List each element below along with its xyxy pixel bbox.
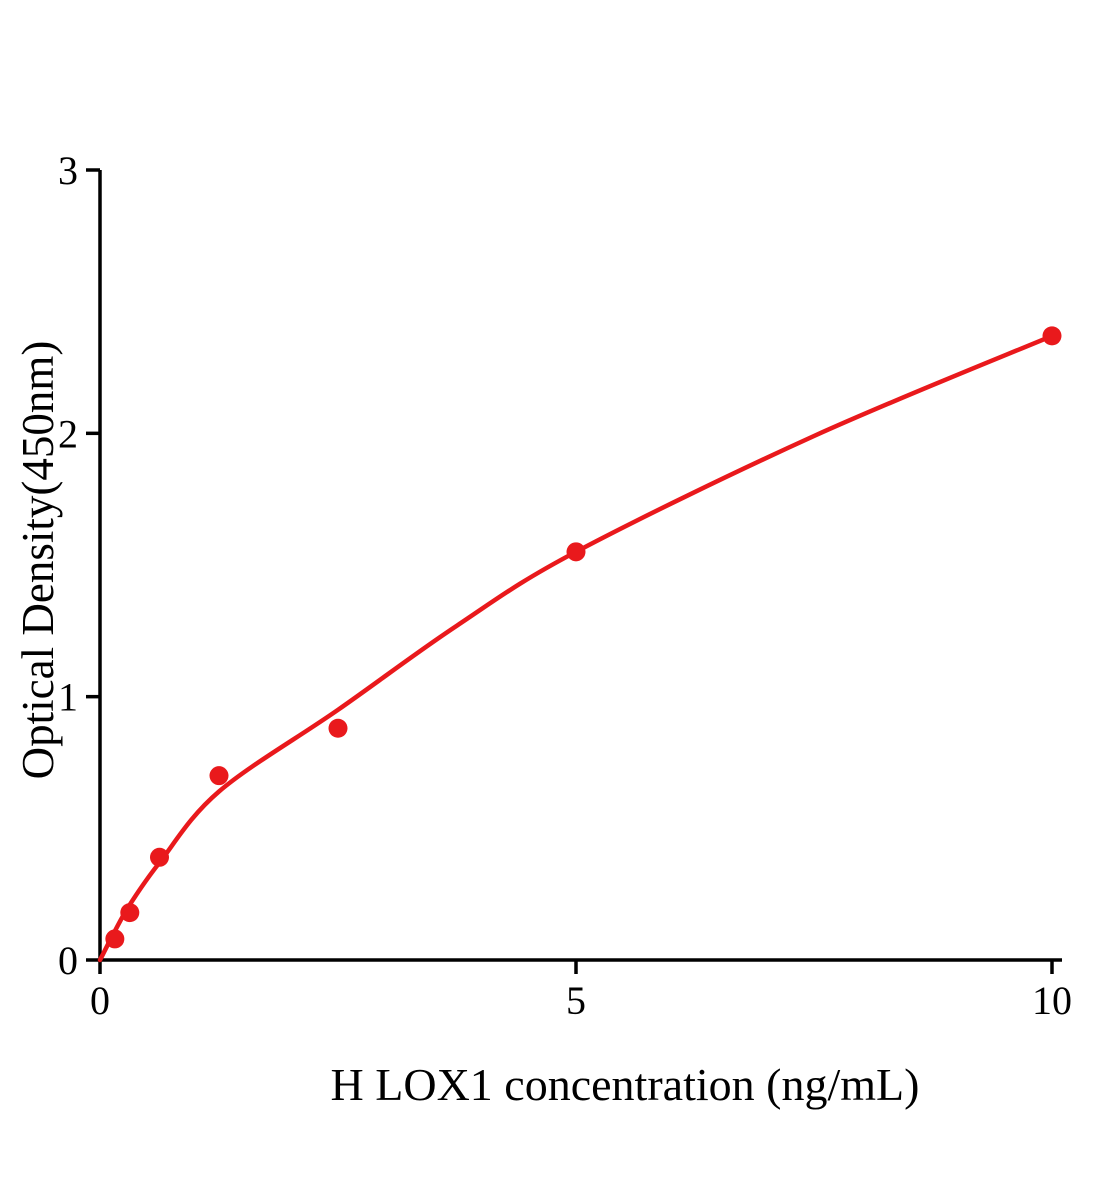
data-point bbox=[1042, 326, 1062, 346]
data-point bbox=[328, 718, 348, 738]
data-point bbox=[566, 542, 586, 562]
fit-curve-line bbox=[97, 333, 1055, 963]
y-tick-label: 0 bbox=[58, 938, 78, 983]
x-axis-title: H LOX1 concentration (ng/mL) bbox=[330, 1059, 920, 1110]
x-tick-label: 10 bbox=[1032, 978, 1072, 1023]
data-point bbox=[150, 847, 169, 867]
data-point bbox=[105, 929, 125, 949]
data-point bbox=[209, 766, 229, 786]
data-point bbox=[120, 903, 140, 923]
x-tick-label: 5 bbox=[566, 978, 586, 1023]
y-tick-label: 3 bbox=[58, 148, 78, 193]
x-tick-label: 0 bbox=[90, 978, 110, 1023]
y-axis-title: Optical Density(450nm) bbox=[13, 340, 63, 780]
y-tick-label: 2 bbox=[58, 411, 78, 456]
y-tick-label: 1 bbox=[58, 675, 78, 720]
